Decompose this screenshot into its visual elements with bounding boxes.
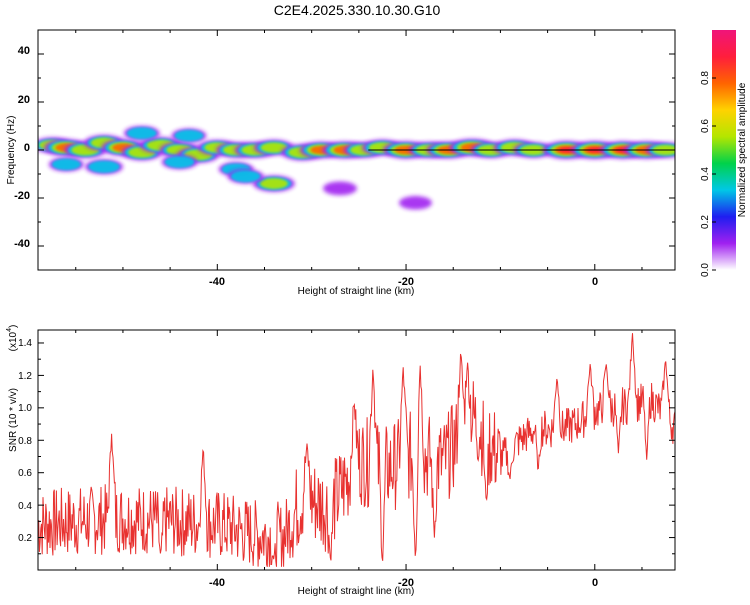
spectrogram-ylabel: Frequency (Hz) xyxy=(6,116,17,185)
spectrogram-ytick-neg40: -40 xyxy=(14,238,30,250)
snr-xtick-neg20: -20 xyxy=(398,577,414,589)
heatmap-cell-35-level-0 xyxy=(322,181,357,196)
heatmap-cell-33 xyxy=(252,175,295,192)
spectrogram-heatmap xyxy=(38,126,675,210)
heatmap-cell-31-level-1 xyxy=(164,156,195,168)
snr-ytick-1.4: 1.4 xyxy=(18,338,32,349)
snr-xlabel: Height of straight line (km) xyxy=(298,586,415,597)
snr-ytick-0.2: 0.2 xyxy=(18,533,32,544)
heatmap-cell-34-level-1 xyxy=(230,170,261,183)
colorbar-tick-2: 0.4 xyxy=(700,167,711,181)
snr-ytick-0.6: 0.6 xyxy=(18,468,32,479)
heatmap-cell-34 xyxy=(227,169,264,184)
snr-scale-prefix: (x10 xyxy=(8,331,19,351)
spectrogram-xtick-neg20: -20 xyxy=(398,276,414,288)
snr-scale-exponent: 4 xyxy=(6,328,13,332)
heatmap-cell-12-level-2 xyxy=(260,142,288,153)
snr-scale-suffix: ) xyxy=(8,325,19,328)
snr-panel: -40 -20 0 0.2 0.4 0.6 0.8 1.0 1.2 1.4 He… xyxy=(6,325,676,597)
heatmap-cell-38 xyxy=(123,126,160,141)
snr-xtick-0: 0 xyxy=(592,577,598,589)
heatmap-cell-37 xyxy=(48,157,84,172)
colorbar-bar xyxy=(712,30,736,270)
snr-series-line xyxy=(38,333,675,567)
colorbar-label: Normalized spectral amplitude xyxy=(737,82,748,217)
heatmap-cell-36 xyxy=(398,196,432,210)
spectrogram-xlabel: Height of straight line (km) xyxy=(298,286,415,297)
heatmap-cell-33-level-2 xyxy=(260,178,288,189)
snr-ytick-0.4: 0.4 xyxy=(18,501,32,512)
heatmap-cell-38-level-1 xyxy=(126,127,157,140)
snr-xtick-neg40: -40 xyxy=(209,577,225,589)
snr-ytick-0.8: 0.8 xyxy=(18,436,32,447)
heatmap-cell-39 xyxy=(171,128,207,143)
heatmap-cell-35 xyxy=(322,181,357,196)
snr-scale-label: (x104) xyxy=(6,325,19,352)
spectrogram-ytick-20: 20 xyxy=(18,94,30,106)
heatmap-cell-31 xyxy=(161,154,198,170)
spectrogram-ytick-40: 40 xyxy=(18,45,30,57)
snr-frame xyxy=(37,329,676,571)
snr-ytick-1.2: 1.2 xyxy=(18,371,32,382)
spectrogram-ytick-neg20: -20 xyxy=(14,190,30,202)
snr-ylabel: SNR (10 * v/v) xyxy=(8,388,19,452)
snr-ytick-1.0: 1.0 xyxy=(18,403,32,414)
colorbar-tick-0: 0.0 xyxy=(700,263,711,277)
heatmap-cell-37-level-1 xyxy=(51,158,81,171)
heatmap-cell-36-level-0 xyxy=(398,196,432,210)
spectrogram-ytick-0: 0 xyxy=(24,142,30,154)
spectrogram-xtick-0: 0 xyxy=(592,276,598,288)
figure-title: C2E4.2025.330.10.30.G10 xyxy=(274,2,441,18)
spectrogram-ticks xyxy=(38,29,675,271)
heatmap-cell-30 xyxy=(85,159,124,175)
spectrogram-xtick-neg40: -40 xyxy=(209,276,225,288)
colorbar-tick-3: 0.6 xyxy=(700,119,711,133)
colorbar-tick-1: 0.2 xyxy=(700,215,711,229)
spectrogram-panel: -40 -20 0 40 20 0 -20 -40 Height of stra… xyxy=(6,29,676,297)
heatmap-cell-39-level-1 xyxy=(174,129,204,142)
colorbar-tick-4: 0.8 xyxy=(700,71,711,85)
snr-ticks xyxy=(38,330,675,570)
heatmap-cell-30-level-1 xyxy=(88,160,120,174)
colorbar: 0.0 0.2 0.4 0.6 0.8 Normalized spectral … xyxy=(700,30,748,277)
colorbar-tick-marks xyxy=(712,77,716,271)
